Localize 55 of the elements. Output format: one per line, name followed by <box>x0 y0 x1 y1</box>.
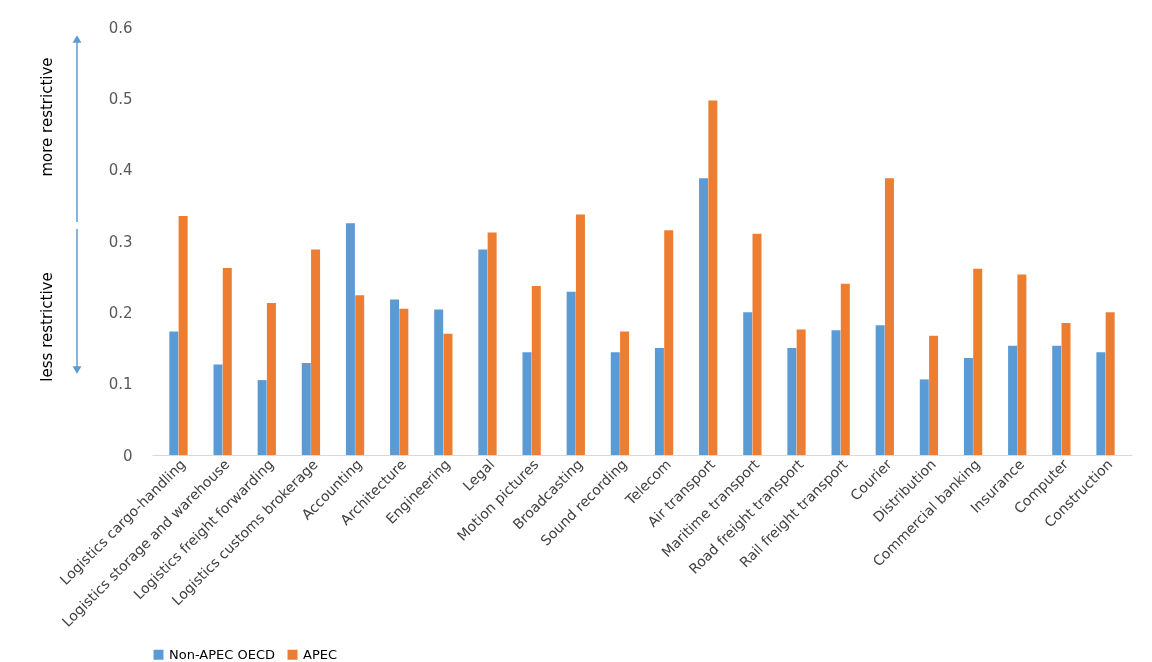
bar <box>610 352 620 455</box>
text: less restrictive <box>38 272 56 382</box>
bar <box>831 330 841 455</box>
bar <box>620 331 630 455</box>
bar <box>345 223 355 455</box>
y-tick-label: 0.3 <box>108 232 133 251</box>
bar <box>566 291 576 455</box>
bar <box>213 364 223 455</box>
bar <box>884 178 894 455</box>
bar <box>1096 352 1106 455</box>
bar <box>973 268 983 455</box>
bar <box>929 335 939 455</box>
bar <box>796 329 806 455</box>
bar <box>919 379 929 455</box>
bar <box>575 214 585 455</box>
bar <box>399 308 409 455</box>
bar <box>222 268 232 455</box>
y-tick-label: 0.6 <box>108 18 133 37</box>
y-tick-label: 0.4 <box>108 161 133 180</box>
bar <box>752 233 762 455</box>
bar <box>257 380 267 455</box>
y-tick-label: 0.1 <box>108 375 133 394</box>
bar <box>531 285 541 455</box>
legend-label: Non-APEC OECD <box>169 646 276 662</box>
bar <box>654 348 664 455</box>
bar <box>434 309 444 455</box>
bar <box>963 357 973 455</box>
bar <box>1061 323 1071 455</box>
bar <box>355 295 365 455</box>
bar <box>787 348 797 455</box>
bar <box>708 100 718 455</box>
bar <box>522 352 532 455</box>
bar <box>487 232 497 455</box>
bar <box>875 325 885 455</box>
y-tick-label: 0.5 <box>108 89 133 108</box>
bar <box>743 312 753 455</box>
bar <box>699 178 709 455</box>
legend-label: APEC <box>303 646 338 662</box>
bar <box>301 362 311 455</box>
bar <box>311 249 321 455</box>
bar <box>169 331 179 455</box>
bar <box>178 216 188 455</box>
bar <box>664 230 674 455</box>
bar <box>1052 345 1062 455</box>
bar <box>266 303 276 455</box>
bar <box>840 283 850 455</box>
text: more restrictive <box>38 57 56 177</box>
bar <box>1008 345 1018 455</box>
y-tick-label: 0 <box>122 446 133 465</box>
bar <box>443 333 453 455</box>
bar <box>1105 312 1115 455</box>
bar <box>1017 274 1027 455</box>
bar <box>390 299 400 455</box>
bar <box>478 249 488 455</box>
y-tick-label: 0.2 <box>108 303 133 322</box>
